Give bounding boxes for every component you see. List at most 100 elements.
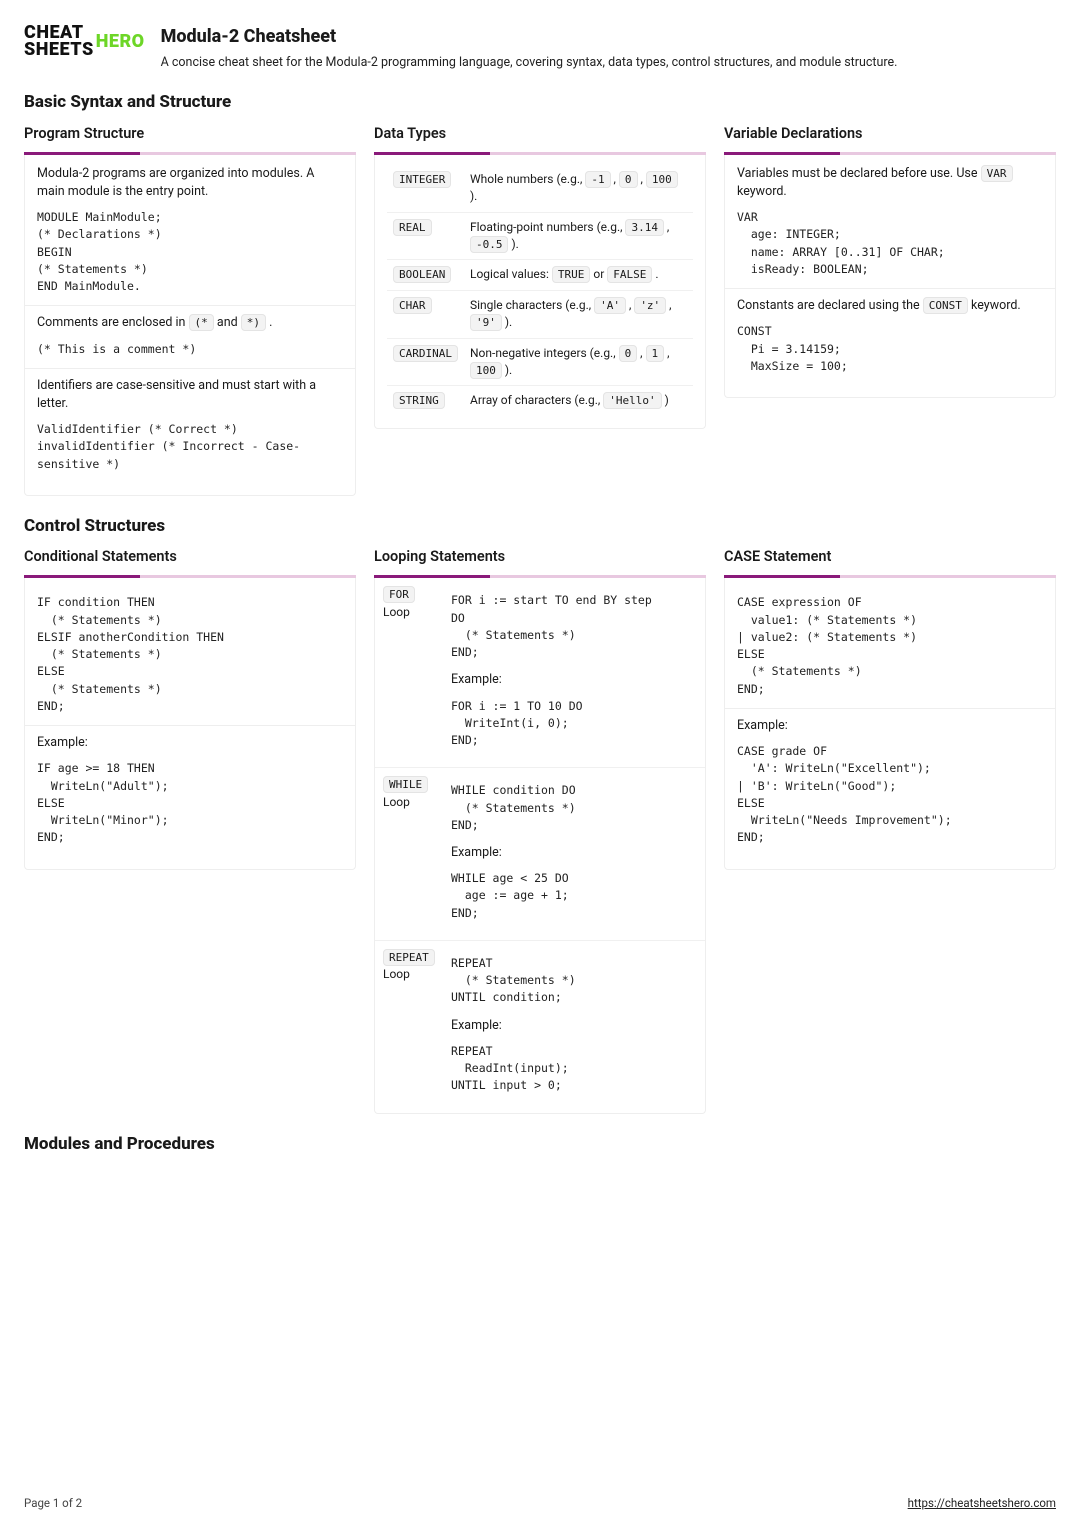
page-footer: Page 1 of 2 https://cheatsheetshero.com [24, 1495, 1056, 1512]
text: Constants are declared using the [737, 298, 923, 313]
inline-code: WHILE [383, 776, 428, 793]
divider [725, 708, 1055, 709]
type-label-cell: REAL [387, 212, 464, 260]
example-label: Example: [451, 844, 697, 862]
col-data-types: Data Types INTEGERWhole numbers (e.g., -… [374, 123, 706, 429]
card-title: Variable Declarations [724, 123, 1056, 144]
inline-code: 1 [646, 345, 665, 362]
section-heading: Control Structures [24, 514, 1056, 539]
paragraph: Variables must be declared before use. U… [737, 165, 1043, 201]
logo: CHEAT SHEETS HERO [24, 24, 145, 58]
card-title: Conditional Statements [24, 546, 356, 567]
text: Loop [383, 605, 410, 619]
text: Variables must be declared before use. U… [737, 166, 981, 181]
type-label-cell: CHAR [387, 290, 464, 338]
logo-left: CHEAT SHEETS [24, 24, 94, 58]
divider [25, 725, 355, 726]
code-block: FOR i := start TO end BY step DO (* Stat… [451, 592, 697, 661]
section-heading: Basic Syntax and Structure [24, 90, 1056, 115]
inline-code: -0.5 [470, 236, 509, 253]
title-block: Modula-2 Cheatsheet A concise cheat shee… [161, 24, 898, 72]
code-block: MODULE MainModule; (* Declarations *) BE… [37, 209, 343, 295]
code-block: IF age >= 18 THEN WriteLn("Adult"); ELSE… [37, 760, 343, 846]
text: Loop [383, 795, 410, 809]
code-block: CASE grade OF 'A': WriteLn("Excellent");… [737, 743, 1043, 847]
loop-label-cell: WHILE Loop [375, 768, 443, 941]
code-block: WHILE age < 25 DO age := age + 1; END; [451, 870, 697, 922]
inline-code: 0 [619, 171, 638, 188]
table-row: CARDINALNon-negative integers (e.g., 0 ,… [387, 338, 693, 386]
table-row: INTEGERWhole numbers (e.g., -1 , 0 , 100… [387, 165, 693, 212]
text: Loop [383, 967, 410, 981]
col-looping: Looping Statements FOR Loop FOR i := sta… [374, 546, 706, 1113]
section-columns: Conditional Statements IF condition THEN… [24, 546, 1056, 1113]
inline-code: STRING [393, 392, 445, 409]
divider [25, 305, 355, 306]
loop-body-cell: FOR i := start TO end BY step DO (* Stat… [443, 578, 705, 767]
page-header: CHEAT SHEETS HERO Modula-2 Cheatsheet A … [24, 24, 1056, 72]
type-desc-cell: Single characters (e.g., 'A' , 'z' , '9'… [464, 290, 693, 338]
inline-code: REPEAT [383, 949, 435, 966]
table-row: WHILE Loop WHILE condition DO (* Stateme… [375, 768, 705, 941]
loop-body-cell: WHILE condition DO (* Statements *) END;… [443, 768, 705, 941]
code-block: CASE expression OF value1: (* Statements… [737, 594, 1043, 698]
inline-code: 3.14 [625, 219, 664, 236]
table-row: BOOLEANLogical values: TRUE or FALSE . [387, 260, 693, 290]
example-label: Example: [451, 671, 697, 689]
inline-code: *) [241, 314, 266, 331]
inline-code: '9' [470, 314, 502, 331]
logo-text: SHEETS [24, 41, 94, 58]
code-block: REPEAT (* Statements *) UNTIL condition; [451, 955, 697, 1007]
inline-code: INTEGER [393, 171, 451, 188]
col-conditional: Conditional Statements IF condition THEN… [24, 546, 356, 869]
loop-label-cell: FOR Loop [375, 578, 443, 767]
card-title: CASE Statement [724, 546, 1056, 567]
card-title: Looping Statements [374, 546, 706, 567]
table-row: REPEAT Loop REPEAT (* Statements *) UNTI… [375, 940, 705, 1112]
inline-code: -1 [585, 171, 610, 188]
card-body: INTEGERWhole numbers (e.g., -1 , 0 , 100… [374, 155, 706, 429]
text: Comments are enclosed in [37, 315, 189, 330]
code-block: IF condition THEN (* Statements *) ELSIF… [37, 594, 343, 715]
card-body: Modula-2 programs are organized into mod… [24, 155, 356, 496]
section-heading: Modules and Procedures [24, 1132, 1056, 1157]
inline-code: CHAR [393, 297, 432, 314]
loop-body-cell: REPEAT (* Statements *) UNTIL condition;… [443, 940, 705, 1112]
inline-code: CARDINAL [393, 345, 458, 362]
inline-code: 100 [470, 362, 502, 379]
inline-code: 100 [646, 171, 678, 188]
inline-code: 'A' [594, 297, 626, 314]
page-subtitle: A concise cheat sheet for the Modula-2 p… [161, 54, 898, 72]
col-variable-declarations: Variable Declarations Variables must be … [724, 123, 1056, 398]
card-title: Program Structure [24, 123, 356, 144]
inline-code: 'z' [634, 297, 666, 314]
type-desc-cell: Logical values: TRUE or FALSE . [464, 260, 693, 290]
example-label: Example: [451, 1017, 697, 1035]
inline-code: TRUE [552, 266, 591, 283]
col-program-structure: Program Structure Modula-2 programs are … [24, 123, 356, 496]
loop-label-cell: REPEAT Loop [375, 940, 443, 1112]
inline-code: FOR [383, 586, 415, 603]
type-label-cell: STRING [387, 386, 464, 416]
code-block: ValidIdentifier (* Correct *) invalidIde… [37, 421, 343, 473]
code-block: WHILE condition DO (* Statements *) END; [451, 782, 697, 834]
inline-code: FALSE [607, 266, 652, 283]
table-row: FOR Loop FOR i := start TO end BY step D… [375, 578, 705, 767]
logo-right: HERO [96, 33, 145, 50]
card-body: Variables must be declared before use. U… [724, 155, 1056, 398]
code-block: (* This is a comment *) [37, 341, 343, 358]
inline-code: 0 [619, 345, 638, 362]
section-columns: Program Structure Modula-2 programs are … [24, 123, 1056, 496]
card-title: Data Types [374, 123, 706, 144]
page-indicator: Page 1 of 2 [24, 1495, 82, 1512]
type-label-cell: INTEGER [387, 165, 464, 212]
type-desc-cell: Array of characters (e.g., 'Hello' ) [464, 386, 693, 416]
page-title: Modula-2 Cheatsheet [161, 24, 898, 50]
table-row: REALFloating-point numbers (e.g., 3.14 ,… [387, 212, 693, 260]
loop-table: FOR Loop FOR i := start TO end BY step D… [375, 578, 705, 1112]
inline-code: CONST [923, 297, 968, 314]
footer-link[interactable]: https://cheatsheetshero.com [908, 1495, 1056, 1512]
type-label-cell: CARDINAL [387, 338, 464, 386]
text: keyword. [971, 298, 1021, 313]
paragraph: Identifiers are case-sensitive and must … [37, 377, 343, 413]
